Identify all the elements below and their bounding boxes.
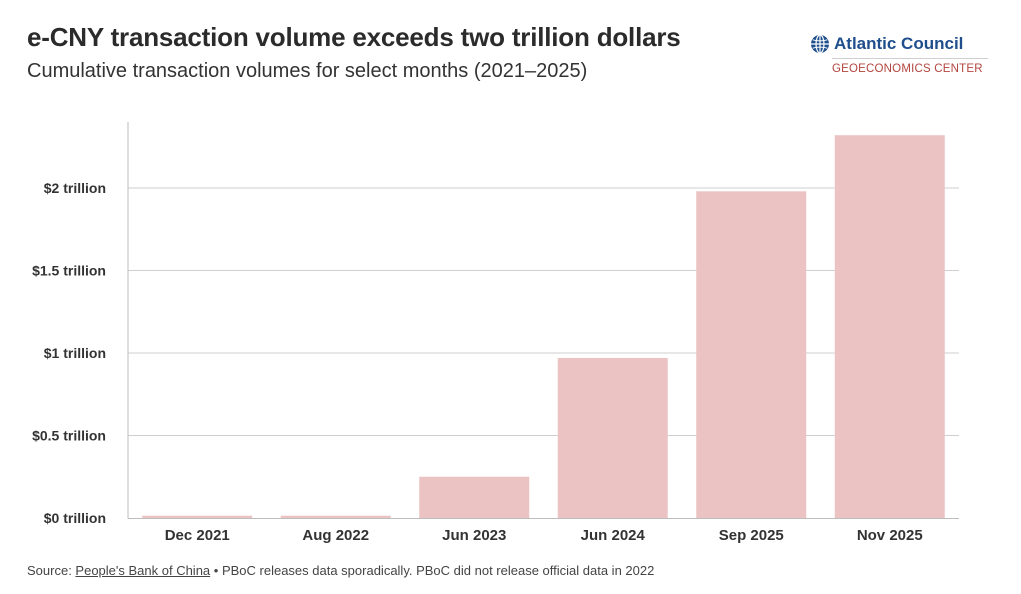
grid-layer (128, 187, 959, 436)
y-tick-label: $0 trillion (44, 510, 106, 526)
y-tick-label: $2 trillion (44, 180, 106, 196)
bar-chart: $0 trillion $0.5 trillion $1 trillion $1.5 … (32, 122, 959, 544)
brand-subtitle: GEOECONOMICS CENTER (832, 63, 983, 75)
y-tick-label: $0.5 trillion (32, 428, 106, 444)
bar (419, 476, 530, 518)
brand-logo[interactable]: Atlantic Council GEOECONOMICS CENTER (810, 34, 992, 75)
bar (280, 515, 391, 518)
bar (557, 357, 668, 518)
bar (834, 135, 945, 518)
globe-icon (811, 34, 829, 54)
bar (696, 191, 807, 519)
chart-title: e-CNY transaction volume exceeds two tri… (27, 22, 681, 52)
axis-layer: $0 trillion $0.5 trillion $1 trillion $1.5 … (32, 122, 959, 544)
bar (142, 515, 253, 518)
source-note: Source: People's Bank of China • PBoC re… (27, 563, 654, 578)
y-tick-label: $1.5 trillion (32, 263, 106, 279)
bars-layer (142, 135, 945, 519)
x-tick-label: Aug 2022 (302, 527, 369, 544)
x-tick-label: Nov 2025 (857, 527, 923, 544)
source-link[interactable]: People's Bank of China (75, 563, 211, 578)
source-detail: • PBoC releases data sporadically. PBoC … (210, 563, 655, 578)
chart-subtitle: Cumulative transaction volumes for selec… (27, 60, 588, 82)
x-tick-label: Jun 2024 (581, 527, 646, 544)
x-tick-label: Jun 2023 (442, 527, 506, 544)
x-tick-label: Dec 2021 (165, 527, 230, 544)
x-tick-label: Sep 2025 (719, 527, 784, 544)
source-prefix: Source: (27, 563, 76, 578)
brand-name: Atlantic Council (834, 34, 964, 53)
y-tick-label: $1 trillion (44, 345, 106, 361)
brand-divider (832, 58, 988, 59)
